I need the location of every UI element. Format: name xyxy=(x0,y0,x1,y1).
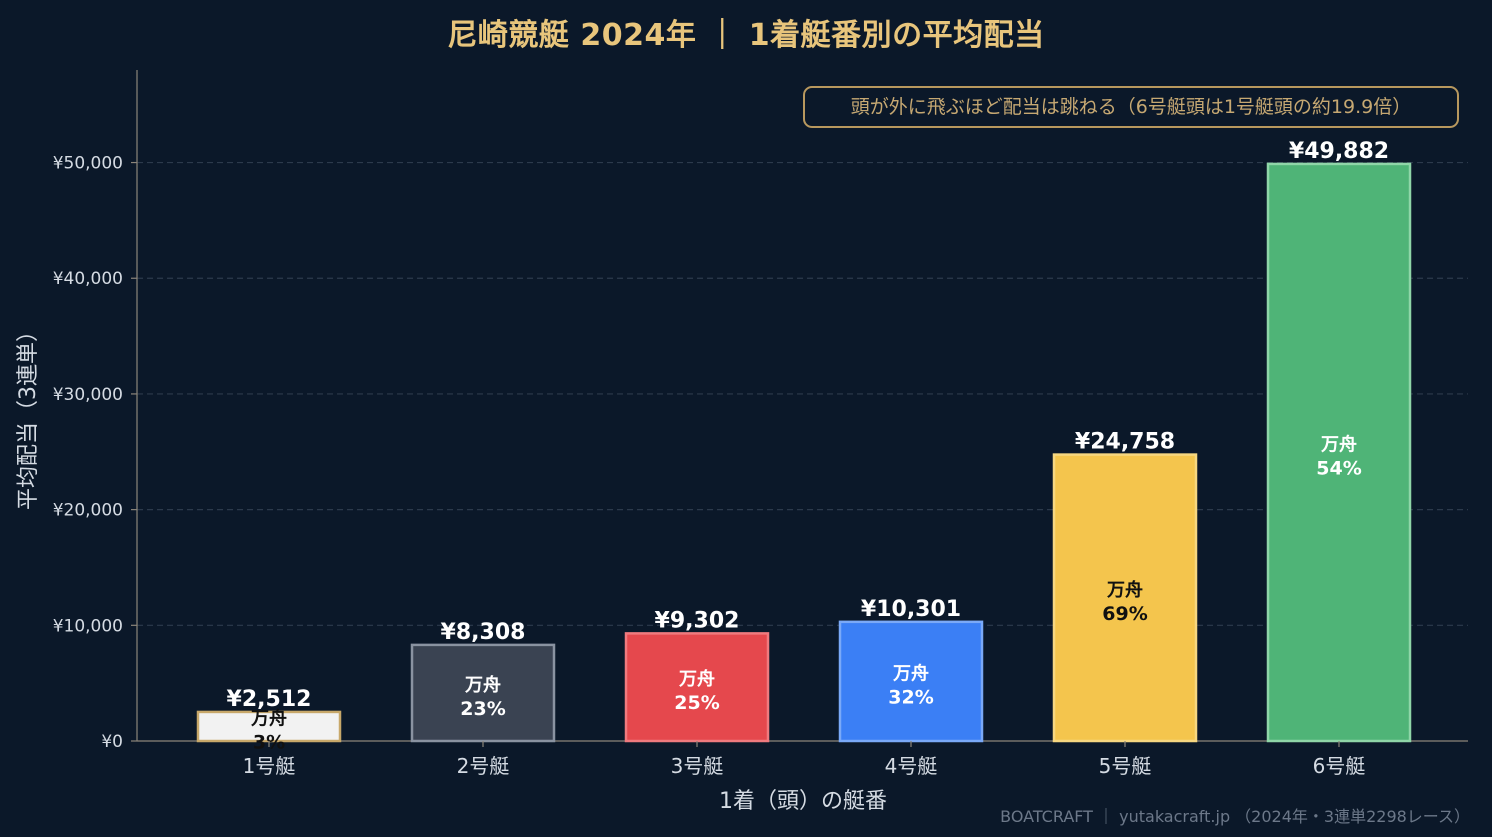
annotation-box: 頭が外に飛ぶほど配当は跳ねる（6号艇頭は1号艇頭の約19.9倍） xyxy=(803,86,1459,128)
x-tick-label: 6号艇 xyxy=(1313,754,1366,778)
bar-inner-title: 万舟 xyxy=(678,668,715,690)
x-tick-label: 3号艇 xyxy=(671,754,724,778)
y-tick-label: ¥20,000 xyxy=(53,501,123,521)
x-tick-label: 5号艇 xyxy=(1099,754,1152,778)
bar-inner-percent: 54% xyxy=(1316,457,1361,479)
bar-inner-percent: 25% xyxy=(674,692,719,714)
bar-inner-percent: 69% xyxy=(1102,603,1147,625)
bar xyxy=(1052,453,1198,743)
bar xyxy=(838,620,984,743)
x-tick-label: 1号艇 xyxy=(243,754,296,778)
bar-inner-percent: 32% xyxy=(888,686,933,708)
bar-value-label: ¥8,308 xyxy=(441,620,526,645)
bar-value-label: ¥9,302 xyxy=(655,608,740,633)
bar-inner-title: 万舟 xyxy=(892,662,929,684)
bar xyxy=(410,643,556,743)
bar-inner-title: 万舟 xyxy=(464,674,501,696)
bar-value-label: ¥2,512 xyxy=(227,687,312,712)
y-tick-label: ¥30,000 xyxy=(53,385,123,405)
bar-inner-percent: 23% xyxy=(460,698,505,720)
y-tick-label: ¥0 xyxy=(101,732,123,752)
bar-inner-title: 万舟 xyxy=(1106,579,1143,601)
y-tick-label: ¥10,000 xyxy=(53,616,123,636)
x-tick-label: 4号艇 xyxy=(885,754,938,778)
bar-value-label: ¥24,758 xyxy=(1075,430,1175,455)
bar xyxy=(1266,162,1412,743)
bar-inner-title: 万舟 xyxy=(1320,433,1357,455)
bar xyxy=(196,710,342,743)
chart-title: 尼崎競艇 2024年 ｜ 1着艇番別の平均配当 xyxy=(447,18,1045,53)
x-tick-label: 2号艇 xyxy=(457,754,510,778)
y-tick-label: ¥40,000 xyxy=(53,269,123,289)
y-tick-label: ¥50,000 xyxy=(53,154,123,174)
bar-inner-title: 万舟 xyxy=(250,707,287,729)
footer-credit: BOATCRAFT ｜ yutakacraft.jp （2024年・3連単229… xyxy=(1000,807,1470,826)
bar-value-label: ¥10,301 xyxy=(861,597,961,622)
bar-value-label: ¥49,882 xyxy=(1289,139,1389,164)
x-axis-label: 1着（頭）の艇番 xyxy=(719,789,887,814)
